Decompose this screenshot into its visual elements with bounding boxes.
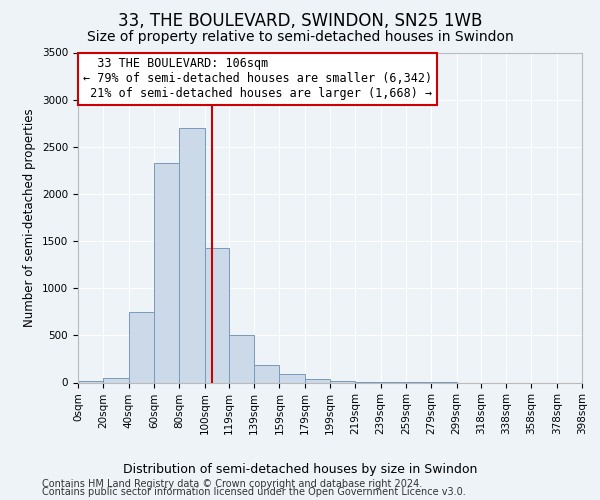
Bar <box>280 374 305 382</box>
Bar <box>179 128 205 382</box>
Text: Contains public sector information licensed under the Open Government Licence v3: Contains public sector information licen… <box>42 487 466 497</box>
Text: 33, THE BOULEVARD, SWINDON, SN25 1WB: 33, THE BOULEVARD, SWINDON, SN25 1WB <box>118 12 482 30</box>
Bar <box>205 248 229 382</box>
Bar <box>229 336 254 382</box>
Bar <box>330 380 355 382</box>
Text: Size of property relative to semi-detached houses in Swindon: Size of property relative to semi-detach… <box>86 30 514 44</box>
Bar <box>128 312 154 382</box>
Text: Distribution of semi-detached houses by size in Swindon: Distribution of semi-detached houses by … <box>123 462 477 475</box>
Text: Contains HM Land Registry data © Crown copyright and database right 2024.: Contains HM Land Registry data © Crown c… <box>42 479 422 489</box>
Bar <box>154 163 179 382</box>
Bar <box>103 378 128 382</box>
Text: 33 THE BOULEVARD: 106sqm
← 79% of semi-detached houses are smaller (6,342)
 21% : 33 THE BOULEVARD: 106sqm ← 79% of semi-d… <box>83 58 432 100</box>
Bar <box>254 364 280 382</box>
Bar <box>78 380 103 382</box>
Y-axis label: Number of semi-detached properties: Number of semi-detached properties <box>23 108 37 327</box>
Bar <box>305 378 330 382</box>
